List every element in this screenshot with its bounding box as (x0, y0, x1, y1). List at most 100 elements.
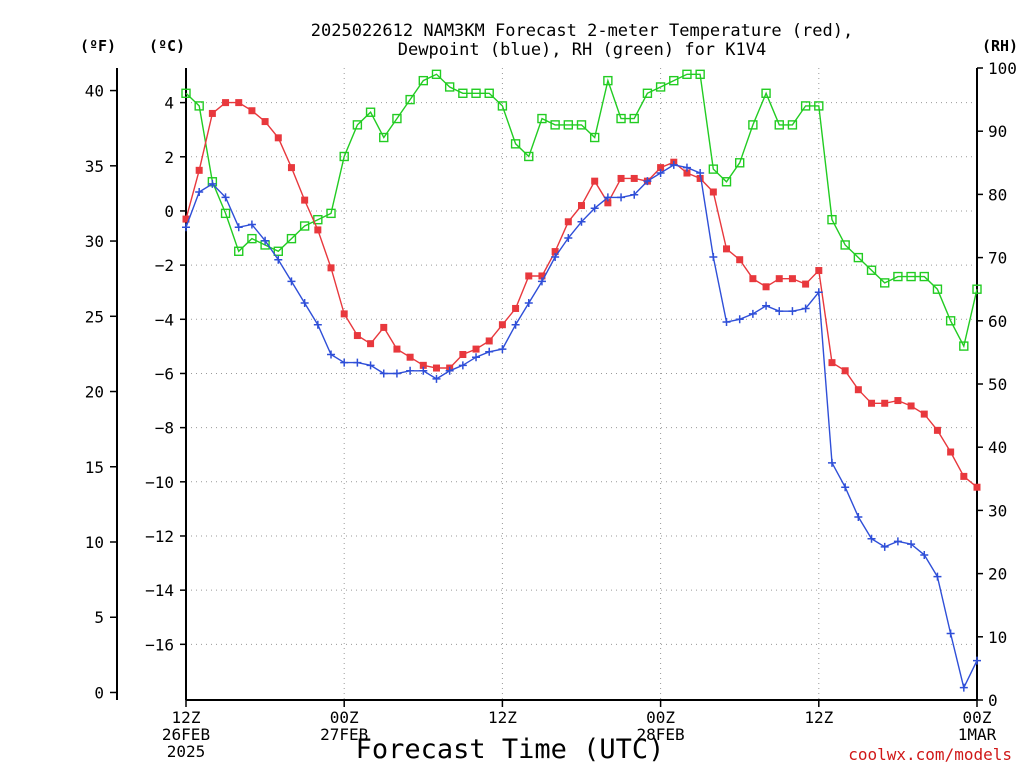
fahrenheit-tick-label: 35 (85, 157, 104, 176)
dewpoint-point (537, 277, 546, 286)
time-tick-label: 00Z (646, 708, 675, 727)
temperature-point (749, 275, 757, 283)
rh-point (774, 120, 784, 130)
temperature-point (182, 215, 190, 223)
time-tick-label: 12Z (172, 708, 201, 727)
celsius-tick-label: −16 (145, 635, 174, 654)
time-tick-label: 00Z (330, 708, 359, 727)
chart-title-line1: 2025022612 NAM3KM Forecast 2-meter Tempe… (311, 21, 853, 41)
rh-unit-label: (RH) (982, 37, 1018, 55)
dewpoint-point (696, 169, 705, 178)
dewpoint-point (920, 550, 929, 559)
temperature-point (419, 361, 427, 369)
dewpoint-point (959, 683, 968, 692)
rh-point (194, 101, 204, 111)
dewpoint-point (182, 223, 190, 232)
fahrenheit-tick-label: 15 (85, 458, 104, 477)
dewpoint-point (327, 350, 336, 359)
rh-tick-label: 10 (988, 628, 1007, 647)
dewpoint-point (406, 366, 415, 375)
fahrenheit-tick-label: 10 (85, 533, 104, 552)
rh-tick-label: 80 (988, 185, 1007, 204)
dewpoint-point (590, 204, 599, 213)
dewpoint-point (814, 288, 823, 297)
rh-point (234, 246, 244, 256)
temperature-point (485, 337, 493, 345)
celsius-tick-label: −14 (145, 581, 174, 600)
rh-point (735, 158, 745, 168)
dewpoint-point (630, 190, 639, 199)
rh-point (642, 88, 653, 98)
fahrenheit-axis: 0 5 10 15 20 25 30 35 40 (85, 82, 117, 702)
rh-point (695, 69, 705, 80)
dewpoint-point (867, 534, 876, 543)
dewpoint-point (485, 347, 494, 356)
temperature-point (367, 340, 375, 348)
temperature-point (762, 283, 770, 291)
rh-point (748, 120, 758, 130)
temperature-point (723, 245, 731, 253)
fahrenheit-tick-label: 5 (94, 608, 104, 627)
rh-tick-label: 90 (988, 122, 1007, 141)
temperature-point (551, 248, 559, 256)
rh-point (563, 120, 574, 130)
time-tick-label: 12Z (488, 708, 517, 727)
dewpoint-point (353, 358, 362, 367)
rh-point (576, 120, 587, 130)
rh-point (959, 341, 969, 351)
dewpoint-point (392, 369, 401, 378)
rh-axis: 0 10 20 30 40 50 60 70 80 90 100 (977, 59, 1017, 710)
dewpoint-point (432, 374, 441, 383)
temperature-point (841, 367, 849, 375)
rh-point (392, 113, 402, 124)
dewpoint-point (722, 318, 731, 327)
temperature-point (775, 275, 783, 283)
temperature-point (393, 345, 401, 353)
rh-point (840, 240, 850, 250)
rh-point (761, 88, 771, 98)
temperature-point (881, 399, 889, 407)
rh-point (444, 82, 455, 92)
dewpoint-point (511, 320, 520, 329)
temperature-point (657, 164, 665, 172)
rh-point (853, 252, 864, 263)
rh-point (721, 177, 732, 187)
temperature-point (301, 196, 309, 204)
dewpoint-point (907, 540, 916, 549)
celsius-tick-label: −12 (145, 527, 174, 546)
temperature-point (617, 174, 625, 182)
dewpoint-point (247, 220, 256, 229)
celsius-tick-label: −4 (155, 310, 174, 329)
rh-point (787, 120, 798, 130)
rh-tick-label: 20 (988, 565, 1007, 584)
dewpoint-point (551, 252, 560, 261)
rh-point (800, 101, 811, 111)
temperature-point (920, 410, 928, 418)
temperature-point (195, 166, 203, 174)
rh-tick-label: 60 (988, 312, 1007, 331)
dewpoint-point (419, 366, 428, 375)
rh-point (919, 271, 929, 282)
dewpoint-point (788, 307, 797, 316)
time-tick-label: 2025 (167, 742, 206, 761)
dewpoint-point (340, 358, 349, 367)
rh-point (405, 94, 415, 105)
temperature-point (868, 399, 876, 407)
fahrenheit-tick-label: 30 (85, 232, 104, 251)
temperature-point (828, 359, 836, 367)
celsius-axis: −16 −14 −12 −10 −8 −6 −4 −2 0 2 4 (145, 94, 186, 654)
dewpoint-point (682, 163, 691, 172)
rh-point (972, 284, 982, 294)
celsius-tick-label: 0 (164, 202, 174, 221)
dewpoint-point (564, 234, 573, 243)
dewpoint-point (854, 513, 863, 522)
rh-point (497, 101, 508, 111)
rh-point (906, 271, 916, 282)
dewpoint-point (669, 160, 678, 169)
dewpoint-point (643, 177, 652, 186)
dewpoint-point (893, 537, 902, 546)
rh-point (893, 271, 903, 282)
dewpoint-point (841, 483, 850, 492)
fahrenheit-unit-label: (ºF) (80, 37, 116, 55)
axes (116, 68, 978, 701)
